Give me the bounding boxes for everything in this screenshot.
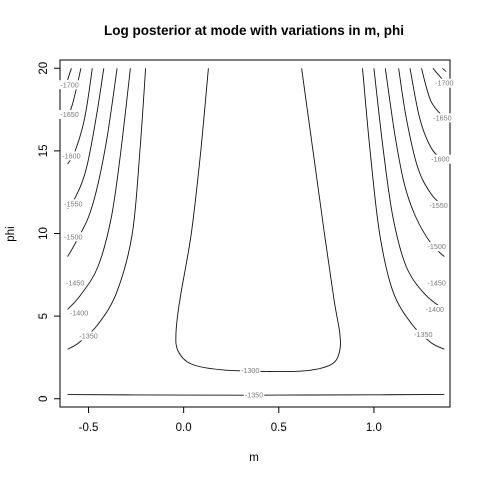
contour-level-label: -1350 [79, 331, 97, 340]
contour-label-halo [59, 110, 80, 120]
contour-line [67, 393, 445, 396]
contour-level-label: -1600 [431, 155, 449, 164]
contour-line [362, 68, 445, 350]
contour-lines [67, 67, 447, 396]
contour-level-label: -1450 [427, 279, 445, 288]
contour-label-halo [426, 278, 447, 288]
contour-line [442, 67, 447, 72]
contour-label-halo [243, 390, 265, 400]
x-tick-label: 1.0 [366, 422, 382, 434]
x-tick-label: -0.5 [79, 422, 99, 434]
contour-label-halo [424, 305, 445, 315]
contour-line [67, 68, 72, 80]
contour-line [373, 68, 445, 310]
axis-ticks: -0.5 0.0 0.5 1.0 0 5 10 15 20 [38, 62, 382, 434]
contour-label-halo [59, 80, 80, 90]
contour-label-halo [63, 199, 84, 209]
contour-level-label: -1600 [62, 151, 80, 160]
contour-level-label: -1300 [241, 366, 259, 375]
contour-line [421, 68, 445, 119]
contour-level-label: -1650 [60, 110, 78, 119]
contour-level-label: -1700 [435, 79, 453, 88]
y-tick-label: 0 [38, 396, 50, 402]
x-axis-label: m [249, 452, 259, 464]
contour-line [67, 68, 131, 310]
contour-label-halo [68, 308, 90, 318]
contour-line [175, 68, 341, 373]
contour-label-halo [63, 232, 84, 242]
contour-label-halo [413, 329, 434, 339]
contour-label-halo [432, 113, 453, 123]
chart-title: Log posterior at mode with variations in… [104, 23, 404, 38]
contour-level-label: -1350 [245, 391, 263, 400]
contour-label-halo [61, 151, 82, 161]
contour-label-halo [240, 366, 261, 376]
contour-line [67, 68, 147, 350]
y-axis-label: phi [5, 226, 17, 241]
contour-level-label: -1550 [64, 199, 82, 208]
y-tick-label: 15 [38, 144, 50, 157]
contour-level-label: -1450 [66, 279, 84, 288]
contour-label-halo [428, 200, 449, 210]
contour-level-label: -1500 [64, 232, 82, 241]
contour-level-label: -1500 [427, 242, 445, 251]
contour-label-halo [65, 278, 86, 288]
contour-level-label: -1350 [414, 330, 432, 339]
contour-level-label: -1700 [60, 80, 78, 89]
y-tick-label: 20 [38, 62, 50, 75]
contour-line [398, 68, 445, 208]
x-tick-label: 0.0 [176, 422, 192, 434]
x-tick-label: 0.5 [271, 422, 287, 434]
contour-label-halo [430, 154, 451, 164]
contour-label-halo [426, 242, 447, 252]
y-tick-label: 10 [38, 227, 50, 240]
contour-labels: -1300 -1350 -1350 -1350 -1400 -1400 -1450 -1450… [59, 78, 455, 400]
contour-line [67, 68, 105, 209]
contour-line [67, 68, 118, 257]
contour-level-label: -1400 [70, 308, 88, 317]
contour-level-label: -1550 [429, 201, 447, 210]
y-tick-label: 5 [38, 313, 50, 319]
contour-level-label: -1650 [433, 113, 451, 122]
contour-label-halo [434, 78, 455, 88]
contour-level-label: -1400 [426, 305, 444, 314]
contour-label-halo [78, 331, 99, 341]
